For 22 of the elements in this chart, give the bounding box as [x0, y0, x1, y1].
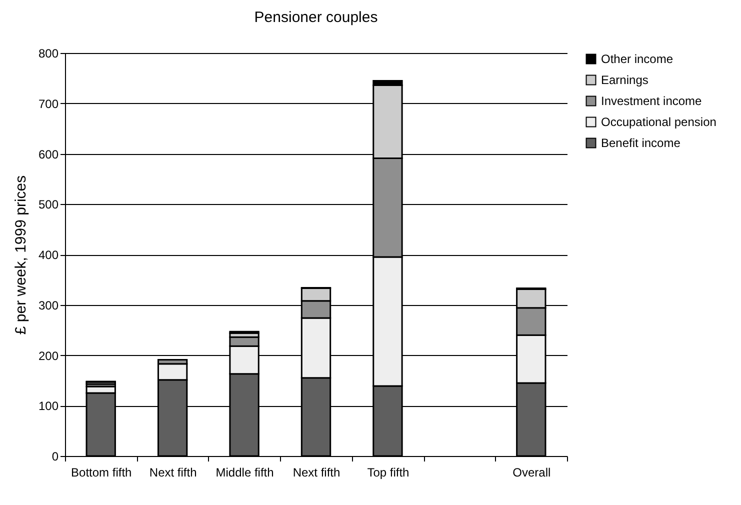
y-tick-label: 800 — [38, 46, 59, 60]
y-axis-title: £ per week, 1999 prices — [12, 175, 30, 335]
y-tick-label: 0 — [52, 450, 59, 464]
x-tick-label: Overall — [512, 466, 551, 480]
chart-title: Pensioner couples — [254, 9, 378, 26]
legend-label: Benefit income — [601, 136, 681, 150]
y-tick-label: 600 — [38, 147, 59, 162]
x-tick-label: Top fifth — [367, 466, 410, 480]
legend-label: Earnings — [601, 73, 648, 87]
x-tick-label: Next fifth — [292, 466, 340, 480]
y-tick-label: 500 — [38, 198, 59, 212]
legend-label: Other income — [601, 52, 674, 66]
x-tick-label: Bottom fifth — [71, 466, 132, 480]
x-tick-label: Next fifth — [149, 466, 197, 480]
y-tick-label: 300 — [38, 298, 59, 312]
y-tick-label: 100 — [38, 399, 59, 414]
y-tick-label: 400 — [38, 248, 59, 262]
x-tick-label: Middle fifth — [216, 466, 274, 480]
y-tick-label: 200 — [38, 348, 59, 363]
legend-label: Occupational pension — [601, 115, 716, 129]
y-tick-label: 700 — [38, 96, 59, 111]
legend-label: Investment income — [601, 94, 702, 108]
